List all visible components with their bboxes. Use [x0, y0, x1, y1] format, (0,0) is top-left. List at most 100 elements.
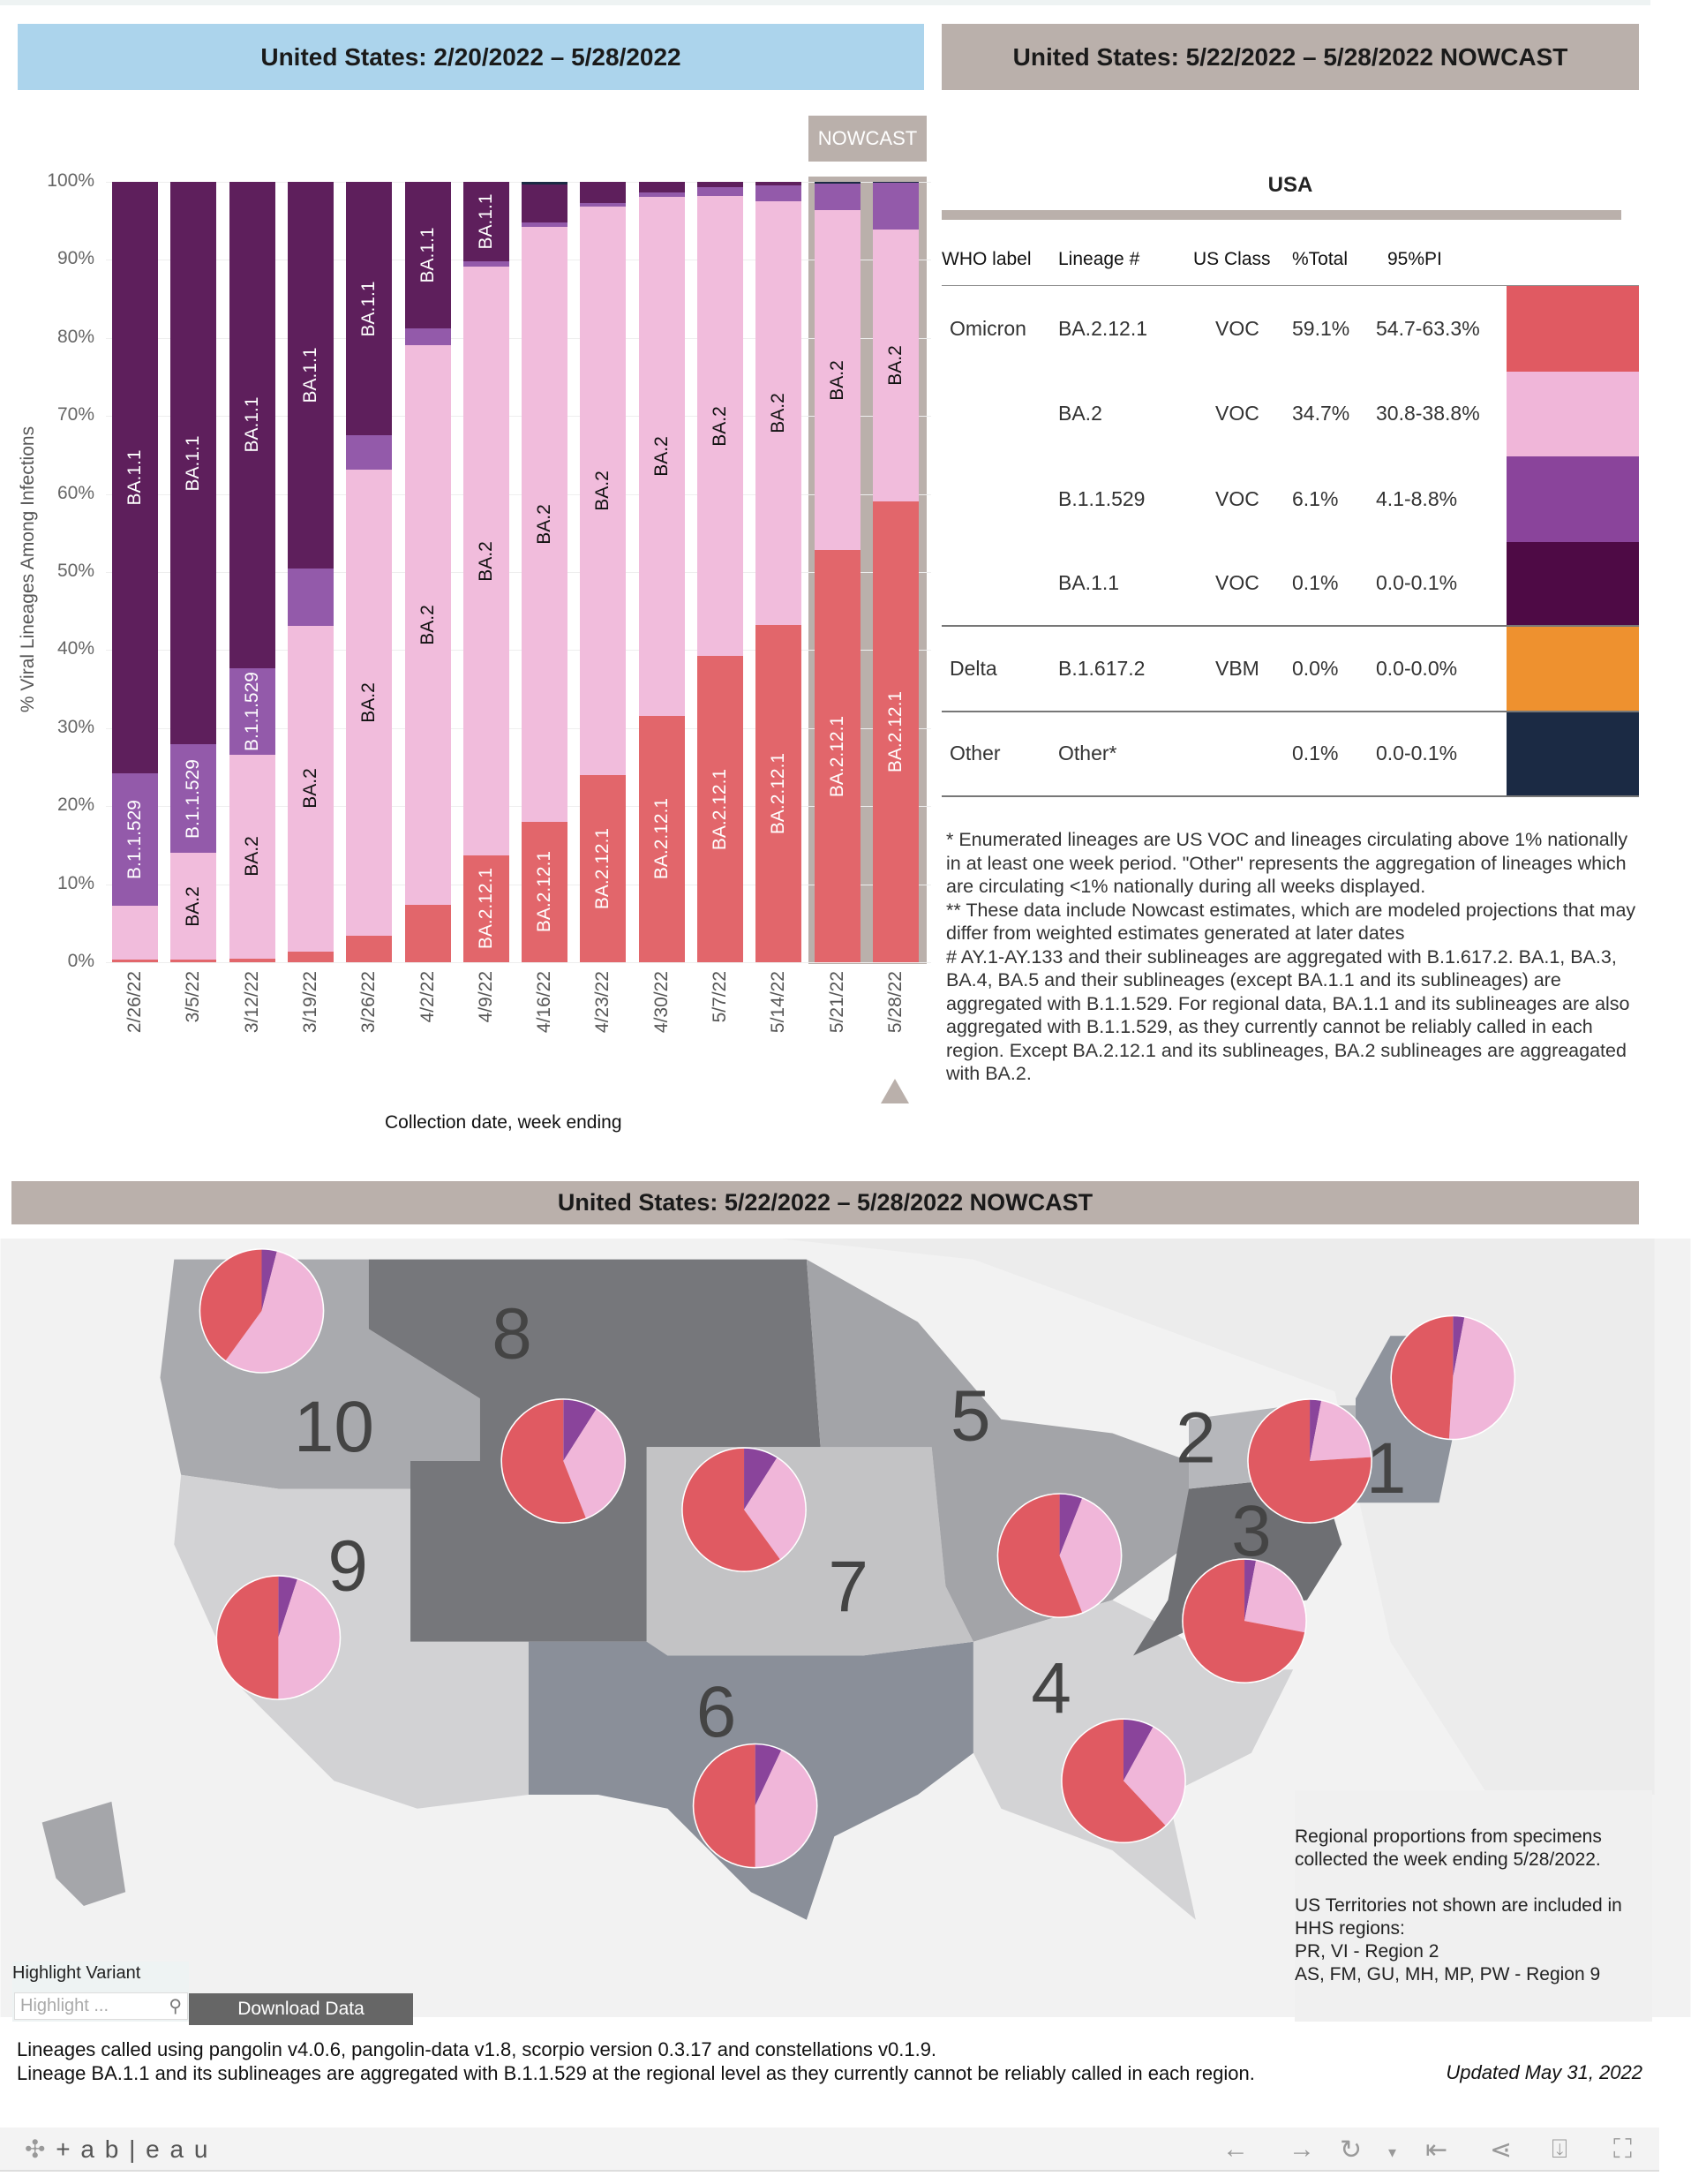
table-row[interactable]: BA.1.1 VOC 0.1% 0.0-0.1%: [942, 541, 1639, 627]
bar-segment-Other[interactable]: [872, 182, 919, 183]
pie-slice-BA.2.12.1[interactable]: [501, 1399, 586, 1523]
region-pie-chart[interactable]: [199, 1248, 325, 1374]
pie-slice-B.1.1.529[interactable]: [744, 1448, 778, 1510]
fullscreen-icon[interactable]: ⛶: [1613, 2135, 1632, 2164]
table-row[interactable]: BA.2 VOC 34.7% 30.8-38.8%: [942, 371, 1639, 456]
bar-segment-B.1.1.529[interactable]: [638, 192, 685, 197]
pie-slice-BA.2.12.1[interactable]: [217, 1576, 279, 1699]
region-pie-chart[interactable]: [215, 1575, 342, 1700]
pie-slice-BA.2.12.1[interactable]: [1391, 1316, 1454, 1439]
bar-segment-BA.2[interactable]: [112, 906, 158, 960]
bar-segment-BA.2.12.1[interactable]: [580, 774, 627, 962]
region-pie-chart[interactable]: [1247, 1398, 1372, 1524]
pie-slice-BA.2[interactable]: [755, 1750, 816, 1867]
search-icon[interactable]: ⚲: [169, 1997, 182, 2016]
bar-segment-BA.2[interactable]: [287, 625, 334, 952]
bar-segment-BA.1.1[interactable]: [229, 182, 275, 668]
pie-slice-BA.2.12.1[interactable]: [1062, 1719, 1166, 1842]
bar-segment-BA.2[interactable]: [522, 227, 568, 822]
pie-slice-BA.2[interactable]: [278, 1579, 340, 1699]
revert-icon[interactable]: ↻: [1340, 2135, 1363, 2165]
region-9-shape[interactable]: [174, 1474, 529, 1809]
bar-segment-BA.2[interactable]: [404, 344, 451, 905]
bar-segment-B.1.1.529[interactable]: [872, 182, 919, 230]
region-pie-chart[interactable]: [681, 1447, 807, 1572]
bar-segment-B.1.1.529[interactable]: [287, 569, 334, 626]
highlight-variant-input[interactable]: Highlight ... ⚲: [14, 1992, 188, 2020]
bar-segment-BA.2[interactable]: [638, 196, 685, 716]
table-row[interactable]: B.1.1.529 VOC 6.1% 4.1-8.8%: [942, 456, 1639, 542]
pie-slice-BA.2[interactable]: [744, 1457, 806, 1560]
bar-segment-BA.2.12.1[interactable]: [462, 855, 509, 962]
pie-slice-B.1.1.529[interactable]: [1244, 1559, 1257, 1622]
region-pie-chart[interactable]: [692, 1743, 818, 1869]
pie-slice-BA.2.12.1[interactable]: [1248, 1399, 1372, 1523]
revert-dropdown-icon[interactable]: ▾: [1388, 2143, 1397, 2161]
bar-segment-BA.2.12.1[interactable]: [287, 951, 334, 962]
pie-slice-BA.2.12.1[interactable]: [682, 1448, 780, 1571]
bar-segment-B.1.1.529[interactable]: [462, 261, 509, 267]
bar-segment-BA.1.1[interactable]: [287, 182, 334, 569]
tableau-logo[interactable]: ✣ + a b | e a u: [25, 2135, 209, 2164]
pie-slice-BA.2.12.1[interactable]: [998, 1494, 1083, 1617]
bar-segment-B.1.1.529[interactable]: [814, 183, 861, 210]
bar-segment-BA.1.1[interactable]: [638, 182, 685, 193]
share-icon[interactable]: ⋖: [1490, 2135, 1513, 2165]
bar-segment-BA.2.12.1[interactable]: [170, 960, 217, 962]
bar-segment-BA.2.12.1[interactable]: [112, 960, 158, 962]
bar-segment-BA.1.1[interactable]: [112, 182, 158, 774]
bar-segment-B.1.1.529[interactable]: [229, 667, 275, 755]
pie-slice-BA.2.12.1[interactable]: [694, 1744, 755, 1867]
region-pie-chart[interactable]: [996, 1493, 1123, 1618]
bar-segment-BA.2[interactable]: [872, 229, 919, 501]
regional-map[interactable]: 10 8 7 5 2 1 3 9 6 4: [0, 1239, 1691, 2017]
bar-segment-BA.1.1[interactable]: [404, 182, 451, 329]
bar-segment-BA.2[interactable]: [462, 267, 509, 855]
bar-segment-BA.1.1[interactable]: [755, 182, 802, 185]
pie-slice-B.1.1.529[interactable]: [261, 1249, 277, 1311]
download-icon[interactable]: ⍗: [1552, 2135, 1567, 2164]
bar-segment-BA.2[interactable]: [346, 470, 393, 936]
bar-segment-BA.2.12.1[interactable]: [755, 625, 802, 962]
bar-segment-BA.1.1[interactable]: [170, 182, 217, 745]
bar-segment-BA.2.12.1[interactable]: [814, 550, 861, 962]
pie-slice-BA.2.12.1[interactable]: [1183, 1559, 1305, 1683]
bar-segment-BA.2[interactable]: [229, 754, 275, 959]
pie-slice-BA.2[interactable]: [225, 1251, 323, 1373]
bar-segment-BA.1.1[interactable]: [697, 182, 743, 188]
pie-slice-B.1.1.529[interactable]: [563, 1399, 597, 1461]
bar-segment-BA.2[interactable]: [697, 195, 743, 657]
bar-segment-B.1.1.529[interactable]: [346, 435, 393, 471]
redo-icon[interactable]: →: [1289, 2135, 1315, 2164]
bar-segment-B.1.1.529[interactable]: [112, 773, 158, 907]
bar-segment-B.1.1.529[interactable]: [697, 187, 743, 196]
pie-slice-B.1.1.529[interactable]: [278, 1576, 297, 1638]
pie-slice-B.1.1.529[interactable]: [1059, 1494, 1083, 1556]
bar-segment-BA.2[interactable]: [814, 209, 861, 551]
bar-segment-BA.1.1[interactable]: [346, 182, 393, 436]
pie-slice-BA.2[interactable]: [1310, 1400, 1372, 1461]
table-row[interactable]: Other Other* 0.1% 0.0-0.1%: [942, 712, 1639, 797]
table-row[interactable]: Delta B.1.617.2 VBM 0.0% 0.0-0.0%: [942, 627, 1639, 712]
undo-icon[interactable]: ←: [1222, 2135, 1249, 2164]
region-pie-chart[interactable]: [500, 1398, 627, 1524]
bar-segment-B.1.1.529[interactable]: [580, 202, 627, 207]
pie-slice-B.1.1.529[interactable]: [755, 1744, 782, 1806]
alaska-shape[interactable]: [41, 1801, 126, 1906]
pie-slice-B.1.1.529[interactable]: [1124, 1719, 1154, 1781]
pie-slice-BA.2[interactable]: [1124, 1727, 1185, 1826]
table-row[interactable]: Omicron BA.2.12.1 VOC 59.1% 54.7-63.3%: [942, 286, 1639, 372]
pie-slice-BA.2.12.1[interactable]: [200, 1249, 262, 1360]
bar-segment-Other[interactable]: [814, 182, 861, 184]
bar-segment-BA.1.1[interactable]: [580, 182, 627, 203]
bar-segment-BA.2[interactable]: [170, 853, 217, 960]
region-pie-chart[interactable]: [1061, 1718, 1186, 1844]
pie-slice-BA.2[interactable]: [1059, 1498, 1121, 1613]
bar-segment-BA.1.1[interactable]: [522, 184, 568, 222]
scroll-up-triangle-icon[interactable]: [881, 1079, 909, 1103]
bar-segment-BA.1.1[interactable]: [462, 182, 509, 262]
bar-segment-B.1.1.529[interactable]: [522, 222, 568, 228]
bar-segment-BA.2.12.1[interactable]: [404, 904, 451, 962]
download-data-button[interactable]: Download Data: [189, 1993, 413, 2025]
pie-slice-BA.2[interactable]: [1244, 1561, 1306, 1633]
